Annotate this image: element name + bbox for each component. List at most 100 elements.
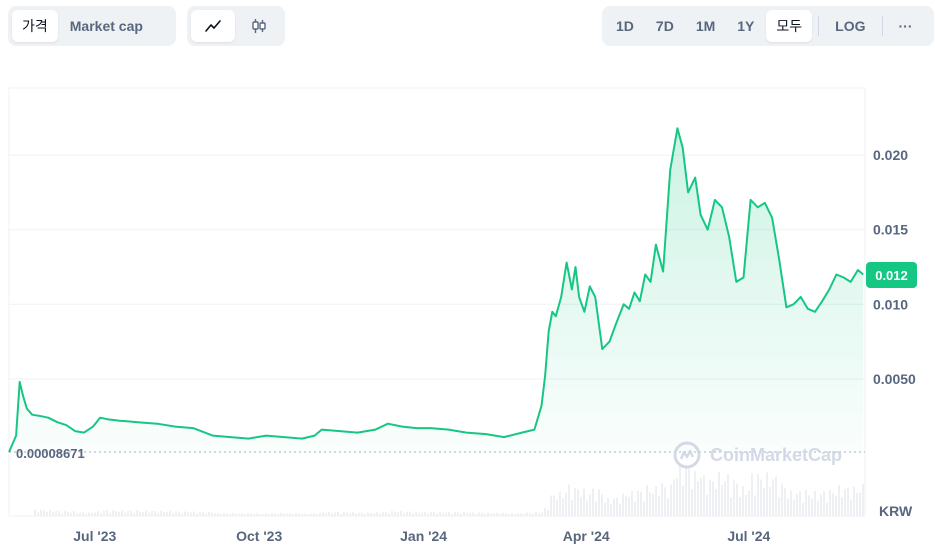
volume-bar (448, 511, 450, 516)
tab-market-cap[interactable]: Market cap (69, 18, 143, 34)
volume-bar (412, 513, 414, 516)
volume-bar (346, 512, 348, 516)
volume-bar (538, 513, 540, 516)
volume-bar (388, 513, 390, 516)
volume-bar (253, 514, 255, 516)
volume-bar (391, 510, 393, 516)
volume-bar (181, 513, 183, 516)
volume-bar (850, 499, 852, 516)
volume-bar (313, 513, 315, 516)
volume-bar (505, 513, 507, 516)
volume-bar (844, 488, 846, 516)
volume-bar (823, 491, 825, 516)
volume-bar (703, 475, 705, 516)
start-price-label: 0.00008671 (16, 446, 85, 461)
volume-bar (763, 487, 765, 516)
chart-type-group (187, 6, 285, 46)
volume-bar (781, 483, 783, 516)
volume-bar (706, 494, 708, 516)
range-1d-button[interactable]: 1D (616, 18, 634, 34)
range-7d-button[interactable]: 7D (655, 18, 674, 34)
volume-bar (751, 473, 753, 516)
volume-bar (589, 494, 591, 516)
x-tick-label: Jan '24 (400, 528, 447, 544)
volume-bar (277, 514, 279, 516)
volume-bar (568, 484, 570, 516)
volume-bar (757, 473, 759, 516)
volume-bar (55, 510, 57, 516)
volume-bar (418, 512, 420, 516)
y-tick-label: 0.015 (873, 222, 908, 238)
volume-bar (724, 481, 726, 516)
volume-bar (640, 491, 642, 516)
range-1y-button[interactable]: 1Y (737, 18, 755, 34)
volume-bar (133, 513, 135, 516)
candlestick-icon (252, 19, 266, 33)
volume-bar (49, 509, 51, 516)
line-chart-button[interactable] (191, 10, 235, 42)
more-options-button[interactable]: ··· (898, 18, 913, 34)
log-scale-button[interactable]: LOG (835, 18, 866, 34)
volume-bar (58, 510, 60, 516)
candlestick-button[interactable] (237, 10, 281, 42)
volume-bar (229, 514, 231, 516)
volume-bar (94, 512, 96, 516)
volume-bar (109, 513, 111, 516)
volume-bar (652, 493, 654, 516)
volume-bar (334, 512, 336, 516)
volume-bar (292, 514, 294, 516)
volume-bar (289, 513, 291, 516)
volume-bar (748, 490, 750, 516)
volume-bar (469, 513, 471, 516)
volume-bar (427, 513, 429, 516)
volume-bar (790, 490, 792, 516)
volume-bar (349, 513, 351, 516)
volume-bar (565, 492, 567, 516)
volume-bar (193, 511, 195, 516)
volume-bar (496, 512, 498, 516)
volume-bar (550, 495, 552, 516)
volume-bar (667, 498, 669, 516)
volume-bar (799, 491, 801, 516)
tab-price[interactable]: 가격 (12, 10, 58, 42)
volume-bar (559, 492, 561, 516)
volume-bar (523, 514, 525, 516)
volume-bar (778, 497, 780, 516)
volume-bar (238, 513, 240, 516)
volume-bar (202, 512, 204, 516)
volume-bar (439, 511, 441, 516)
volume-bar (835, 495, 837, 516)
volume-bar (244, 514, 246, 516)
volume-bar (373, 513, 375, 516)
volume-bar (736, 483, 738, 516)
volume-bar (595, 501, 597, 516)
range-1m-button[interactable]: 1M (695, 18, 716, 34)
volume-bar (709, 479, 711, 516)
volume-bar (739, 497, 741, 516)
volume-bar (571, 500, 573, 516)
volume-bar (622, 493, 624, 516)
range-all-button[interactable]: 모두 (766, 10, 813, 42)
volume-bar (808, 495, 810, 516)
volume-bar (814, 490, 816, 516)
volume-bar (262, 513, 264, 516)
volume-bar (406, 511, 408, 516)
volume-bar (745, 495, 747, 516)
volume-bar (217, 512, 219, 516)
volume-bar (532, 513, 534, 516)
volume-bar (784, 487, 786, 516)
volume-bar (598, 489, 600, 516)
range-group: 1D 7D 1M 1Y 모두 LOG ··· (602, 6, 934, 46)
volume-bar (205, 513, 207, 516)
volume-bar (70, 512, 72, 516)
volume-bar (691, 489, 693, 516)
volume-bar (79, 512, 81, 516)
volume-bar (34, 509, 36, 516)
volume-bar (322, 512, 324, 516)
volume-bar (463, 511, 465, 516)
volume-bar (535, 511, 537, 516)
volume-bar (424, 511, 426, 516)
volume-bar (241, 513, 243, 516)
price-line (8, 127, 864, 453)
